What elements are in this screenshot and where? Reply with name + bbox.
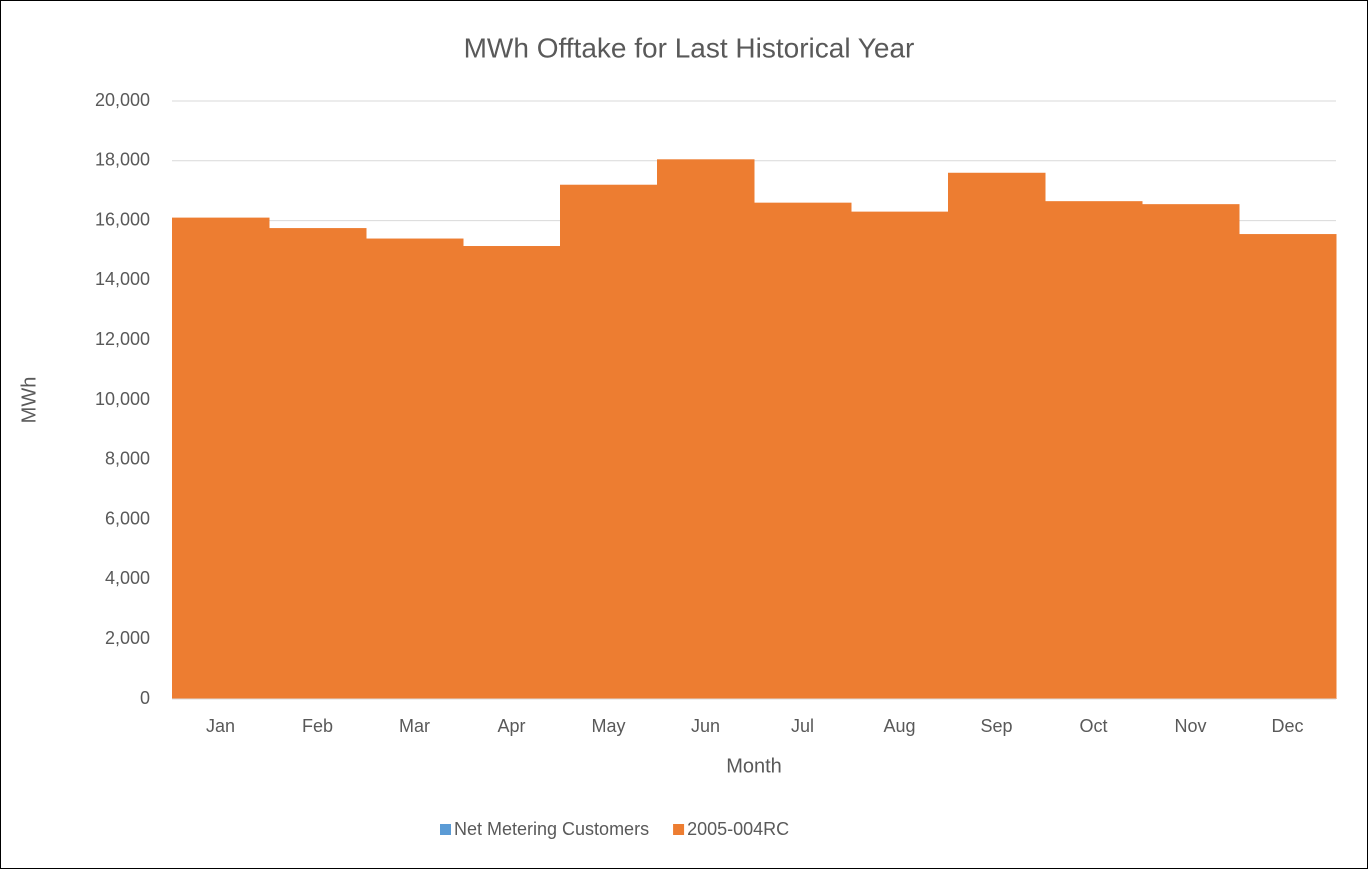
x-tick-label: Aug — [883, 716, 915, 736]
y-tick-label: 14,000 — [95, 269, 150, 289]
y-tick-label: 4,000 — [105, 568, 150, 588]
chart-title: MWh Offtake for Last Historical Year — [464, 32, 915, 63]
bar — [657, 159, 755, 699]
bar — [754, 202, 852, 699]
bar — [463, 246, 561, 699]
x-tick-label: Jul — [791, 716, 814, 736]
bar — [560, 184, 658, 700]
x-tick-label: Nov — [1174, 716, 1206, 736]
bar — [948, 172, 1046, 699]
x-axis-label: Month — [726, 755, 782, 777]
y-axis-label: MWh — [18, 377, 40, 424]
y-tick-label: 0 — [140, 688, 150, 708]
x-tick-label: Feb — [302, 716, 333, 736]
bar — [1045, 201, 1143, 700]
y-tick-label: 18,000 — [95, 150, 150, 170]
x-tick-label: May — [591, 716, 625, 736]
x-tick-label: Jun — [691, 716, 720, 736]
bar — [1142, 204, 1240, 699]
y-tick-label: 2,000 — [105, 628, 150, 648]
x-tick-label: Jan — [206, 716, 235, 736]
bar — [172, 217, 270, 700]
y-tick-label: 16,000 — [95, 209, 150, 229]
x-tick-label: Mar — [399, 716, 430, 736]
legend-label: Net Metering Customers — [454, 819, 649, 839]
y-tick-label: 8,000 — [105, 449, 150, 469]
legend-label: 2005-004RC — [687, 819, 789, 839]
x-tick-label: Oct — [1079, 716, 1107, 736]
y-tick-label: 10,000 — [95, 389, 150, 409]
bar — [851, 211, 949, 699]
bar — [269, 228, 367, 699]
legend-swatch — [673, 824, 685, 835]
x-tick-label: Sep — [980, 716, 1012, 736]
legend-swatch — [440, 824, 451, 835]
bar — [1239, 234, 1337, 699]
y-tick-label: 12,000 — [95, 329, 150, 349]
y-tick-label: 6,000 — [105, 508, 150, 528]
bar — [366, 238, 464, 700]
x-tick-label: Dec — [1271, 716, 1303, 736]
y-tick-label: 20,000 — [95, 90, 150, 110]
x-tick-label: Apr — [497, 716, 525, 736]
